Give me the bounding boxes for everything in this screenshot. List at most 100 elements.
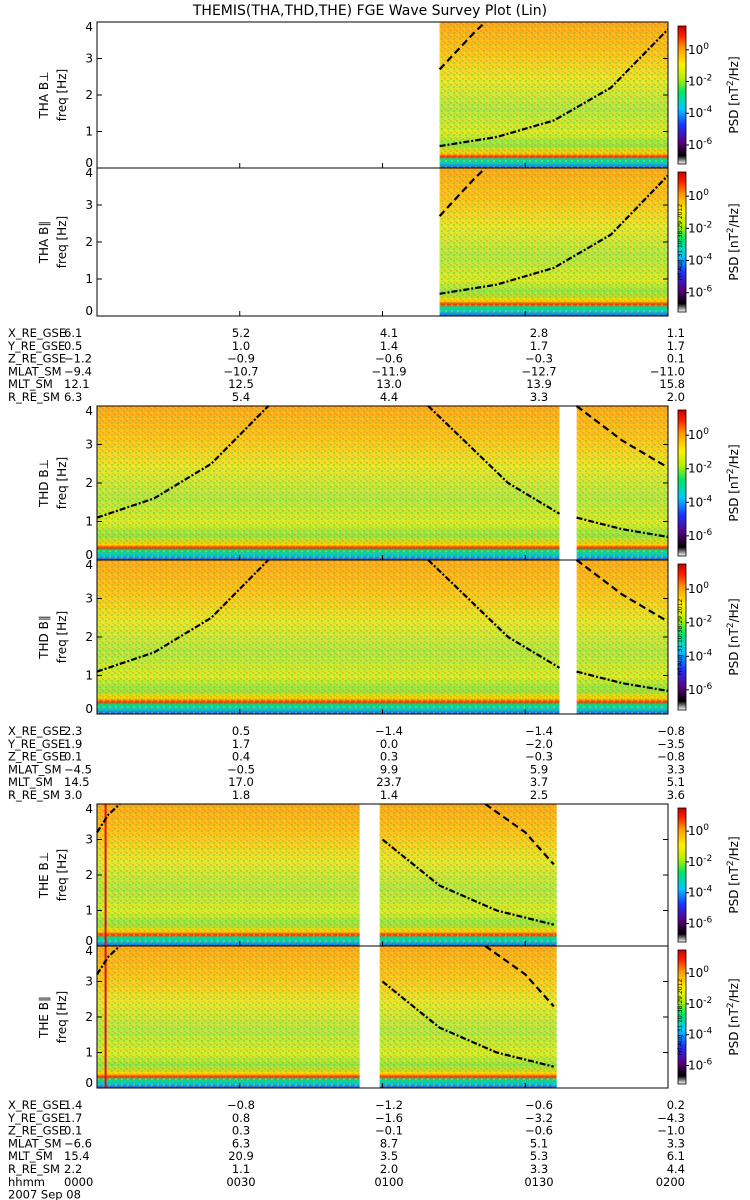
y-tick-label: 1: [85, 272, 93, 286]
spectrogram-texture: [97, 560, 668, 714]
y-tick-label: 2: [85, 235, 93, 249]
y-tick-label: 3: [85, 592, 93, 606]
y-tick-label: 2: [85, 630, 93, 644]
panel-name-label: THE B⊥: [37, 852, 51, 899]
colorbar-label: PSD [nT2/Hz]: [726, 978, 741, 1055]
ephemeris-value: 0100: [374, 1175, 403, 1189]
y-axis-label: freq [Hz]: [55, 611, 69, 663]
y-tick-label: 4: [85, 20, 93, 34]
y-axis-label: freq [Hz]: [55, 457, 69, 509]
group-the: 01234THE B⊥ freq [Hz]10010-210-410-6PSD […: [7, 802, 741, 1200]
colorbar-tick-label: 100: [688, 823, 709, 838]
spectrogram-texture: [97, 406, 668, 560]
ephemeris-value: 3.0: [64, 788, 82, 802]
colorbar-tick-label: 10-2: [688, 854, 712, 869]
colorbar-label: PSD [nT2/Hz]: [726, 203, 741, 280]
timestamp-stamp: Fri Aug 31 10:38:29 2012: [677, 204, 684, 281]
colorbar-tick-label: 100: [688, 427, 709, 442]
y-tick-label: 3: [85, 198, 93, 212]
colorbar-tick-label: 10-6: [688, 137, 713, 152]
date-label: 2007 Sep 08: [8, 1188, 81, 1200]
panel-name-label: THD B∥: [37, 615, 51, 660]
spectrogram-panel: 01234THD B∥ freq [Hz]10010-210-410-6PSD […: [37, 558, 741, 716]
colorbar-label: PSD [nT2/Hz]: [726, 836, 741, 913]
colorbar-tick-label: 10-4: [688, 1027, 713, 1042]
ephemeris-label: R_RE_SM: [8, 788, 60, 802]
y-tick-label: 1: [85, 669, 93, 683]
ephemeris-value: 0030: [226, 1175, 255, 1189]
y-tick-label: 3: [85, 833, 93, 847]
y-tick-label: 1: [85, 904, 93, 918]
colorbar: [678, 808, 686, 942]
ephemeris-value: 0200: [656, 1175, 685, 1189]
colorbar-tick-label: 10-2: [688, 220, 712, 235]
colorbar-tick-label: 100: [688, 581, 709, 596]
colorbar-label: PSD [nT2/Hz]: [726, 598, 741, 675]
y-tick-label: 2: [85, 868, 93, 882]
ephemeris-label: R_RE_SM: [8, 390, 60, 404]
colorbar-tick-label: 100: [688, 188, 709, 203]
ephemeris-value: 1.8: [232, 788, 250, 802]
y-tick-label: 2: [85, 476, 93, 490]
data-gap: [360, 946, 380, 1088]
ephemeris-value: 4.4: [380, 390, 398, 404]
ephemeris-value: 6.3: [64, 390, 82, 404]
ephemeris-value: 1.4: [380, 788, 398, 802]
y-tick-label: 3: [85, 975, 93, 989]
colorbar-tick-label: 100: [688, 965, 709, 980]
colorbar: [678, 26, 686, 164]
y-tick-label: 1: [85, 125, 93, 139]
y-tick-label: 2: [85, 88, 93, 102]
colorbar-tick-label: 100: [688, 42, 709, 57]
timestamp-stamp: Fri Aug 31 10:38:29 2012: [677, 599, 684, 676]
colorbar-label: PSD [nT2/Hz]: [726, 56, 741, 133]
chart-title: THEMIS(THA,THD,THE) FGE Wave Survey Plot…: [192, 3, 547, 19]
group-thd: 0 1 2 3 4 THD B⊥ freq [Hz] 100 10-2 10-4 10-6 PSD […: [7, 404, 741, 802]
y-tick-label: 4: [85, 802, 93, 816]
wave-survey-plot: THEMIS(THA,THD,THE) FGE Wave Survey Plot…: [0, 0, 750, 1200]
panel-name-label: THE B∥: [37, 996, 51, 1039]
data-gap: [560, 406, 577, 560]
ephemeris-table: X_RE_GSE6.1 5.2 4.1 2.8 1.1Y_RE_GSE0.5 1.0 1.4…: [7, 326, 685, 404]
ephemeris-table: X_RE_GSE1.4 −0.8 −1.2 −0.6 0.2Y_RE_GSE1.7 0.8…: [7, 1098, 685, 1200]
ephemeris-value: 2.0: [667, 390, 685, 404]
spectrogram-panel: 0 1 2 3 4 THD B⊥ freq [Hz] 100 10-2 10-4 10-6 PSD […: [37, 404, 741, 562]
colorbar-tick-label: 10-4: [688, 648, 713, 663]
colorbar-tick-label: 10-4: [688, 494, 713, 509]
group-tha: 01234THA B⊥ freq [Hz]10010-210-410-6PSD […: [7, 20, 741, 404]
y-tick-label: 4: [85, 558, 93, 572]
panel-name-label: THD B⊥: [37, 459, 51, 508]
y-tick-label: 4: [85, 166, 93, 180]
spectrogram-panel: 0 1 2 3 4 THE B⊥ freq [Hz] 100 10-2 10-4 10-6 PSD […: [37, 802, 741, 948]
y-axis-label: freq [Hz]: [55, 69, 69, 121]
colorbar-tick-label: 10-6: [688, 682, 713, 697]
colorbar-tick-label: 10-4: [688, 105, 713, 120]
y-axis-label: freq [Hz]: [55, 849, 69, 901]
y-tick-label: 4: [85, 944, 93, 958]
spectrogram-panel: 01234THA B∥ freq [Hz]10010-210-410-6PSD […: [37, 166, 741, 318]
y-tick-label: 4: [85, 404, 93, 418]
spectrogram-texture: [440, 168, 668, 316]
colorbar-tick-label: 10-2: [688, 615, 712, 630]
colorbar-tick-label: 10-2: [688, 461, 712, 476]
y-tick-label: 1: [85, 515, 93, 529]
ephemeris-value: 0130: [524, 1175, 553, 1189]
colorbar-tick-label: 10-4: [688, 885, 713, 900]
colorbar-tick-label: 10-6: [688, 528, 713, 543]
ephemeris-value: 3.6: [667, 788, 685, 802]
y-tick-label: 3: [85, 438, 93, 452]
panel-name-label: THA B⊥: [37, 71, 51, 119]
panel-name-label: THA B∥: [37, 221, 51, 265]
timestamp-stamp: Fri Aug 31 10:38:29 2012: [677, 979, 684, 1056]
colorbar-tick-label: 10-6: [688, 916, 713, 931]
spectrogram-texture: [97, 946, 557, 1088]
colorbar-tick-label: 10-2: [688, 996, 712, 1011]
colorbar: [678, 410, 686, 556]
ephemeris-value: 2.5: [530, 788, 548, 802]
colorbar-tick-label: 10-6: [688, 285, 713, 300]
spectrogram-panel: 01234THE B∥ freq [Hz]10010-210-410-6PSD […: [37, 944, 741, 1090]
data-gap: [360, 804, 380, 946]
spectrogram-panel: 01234THA B⊥ freq [Hz]10010-210-410-6PSD […: [37, 20, 741, 170]
data-gap: [560, 560, 577, 714]
